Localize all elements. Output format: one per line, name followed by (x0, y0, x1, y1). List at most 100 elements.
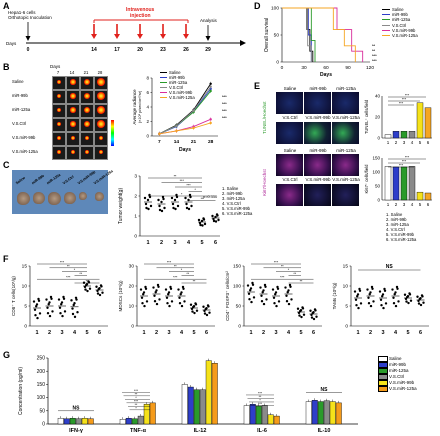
mouse-image (52, 118, 66, 132)
data-point (178, 296, 181, 299)
tumor-label: miR-99b (30, 173, 45, 186)
data-point (153, 294, 156, 297)
bar (408, 131, 416, 139)
imaging-day-col: 14 (69, 70, 75, 75)
bioluminescence-signal (71, 150, 75, 154)
legend-swatch (378, 386, 388, 392)
y-tick-label: 0 (377, 198, 380, 203)
y-tick-label: 0 (146, 134, 149, 139)
x-tick-label: 5 (192, 330, 195, 336)
data-point (46, 312, 50, 315)
ki67-image (276, 154, 303, 176)
data-point (265, 298, 268, 301)
data-point (183, 300, 186, 303)
legend-swatch (378, 356, 388, 362)
data-point (394, 291, 397, 294)
bar (81, 417, 88, 425)
data-point (50, 297, 53, 300)
data-point (193, 311, 196, 315)
data-point (367, 296, 370, 299)
data-point (203, 309, 206, 313)
mouse-image (80, 76, 94, 90)
x-tick-label: 1 (387, 202, 390, 207)
injection-arrowhead (91, 34, 97, 39)
data-point (310, 313, 313, 317)
data-point (153, 300, 157, 303)
injection-label-line2: injection (130, 13, 151, 19)
legend-swatch (160, 77, 167, 78)
imaging-days-header: Days (50, 64, 61, 69)
significance-mark: * (135, 406, 137, 410)
significance-mark: *** (134, 399, 139, 403)
injection-arrowhead (183, 34, 189, 39)
data-point (142, 291, 146, 294)
data-point (252, 296, 256, 299)
data-point (259, 286, 262, 289)
data-point (370, 285, 374, 289)
data-point (163, 206, 166, 210)
data-point (212, 217, 215, 221)
bioluminescence-signal (98, 149, 104, 155)
data-point (217, 218, 220, 222)
data-point (260, 294, 263, 297)
day-tick: 20 (137, 47, 143, 53)
mouse-image (66, 118, 80, 132)
data-point (185, 206, 189, 210)
bar (392, 131, 400, 139)
y-tick-label: 50 (39, 408, 45, 414)
y-tick-label: 250 (37, 356, 46, 362)
data-point (251, 283, 255, 286)
data-point (383, 289, 387, 292)
data-point (262, 289, 265, 292)
data-point (176, 204, 180, 208)
data-point (84, 288, 87, 291)
bioluminescence-signal (70, 121, 76, 127)
x-tick-label: TNF-α (130, 428, 147, 434)
significance-mark: ** (281, 264, 284, 268)
significance-mark: ** (259, 395, 262, 399)
y-tick-label: 0 (276, 60, 279, 66)
imaging-day-col: 28 (97, 70, 103, 75)
y-tick-label: 0 (134, 234, 137, 240)
significance-mark: *** (222, 101, 227, 106)
data-point (191, 310, 194, 313)
mouse-image (66, 132, 80, 146)
microscopy-col-header: miR-99b (309, 148, 327, 153)
significance-mark: * (259, 399, 261, 403)
data-point (214, 220, 218, 223)
microscopy-row-header: V.S.miR-125a (332, 177, 360, 182)
significance-mark: ** (201, 197, 204, 201)
significance-mark: ** (67, 264, 70, 268)
imaging-row-label: miR-125a (12, 107, 31, 112)
injection-arrowhead (137, 34, 143, 39)
significance-mark: * (135, 396, 137, 400)
significance-mark: ** (79, 272, 82, 276)
data-point (249, 289, 252, 292)
series-line (159, 122, 211, 135)
data-point (100, 285, 103, 288)
legend-swatch (378, 368, 388, 374)
significance-mark: *** (372, 58, 377, 63)
y-tick-label: 0 (238, 324, 241, 330)
significance-mark: *** (258, 402, 263, 406)
data-point (189, 195, 192, 199)
x-tick-label: IL-10 (318, 428, 331, 434)
panel-label-e: E (254, 81, 261, 91)
x-tick-label: 4 (180, 330, 184, 336)
tumor-specimen (94, 192, 104, 201)
data-point (161, 195, 165, 199)
data-point (35, 305, 38, 308)
x-axis-label: Days (179, 147, 191, 153)
legend-entry: 5. V.S.miR-99b (222, 206, 251, 211)
data-point (37, 297, 40, 301)
bar (149, 402, 156, 425)
microscopy-col-header: miR-99b (309, 86, 327, 91)
data-point (71, 307, 74, 310)
data-point (248, 298, 251, 301)
data-point (277, 300, 281, 303)
mouse-image (94, 76, 108, 90)
y-axis-label: CD4⁺ FOXP3⁺ cells/cm² (225, 271, 230, 321)
panel-label-b: B (3, 62, 10, 72)
x-tick-label: IL-6 (257, 428, 267, 434)
data-point (405, 300, 408, 303)
